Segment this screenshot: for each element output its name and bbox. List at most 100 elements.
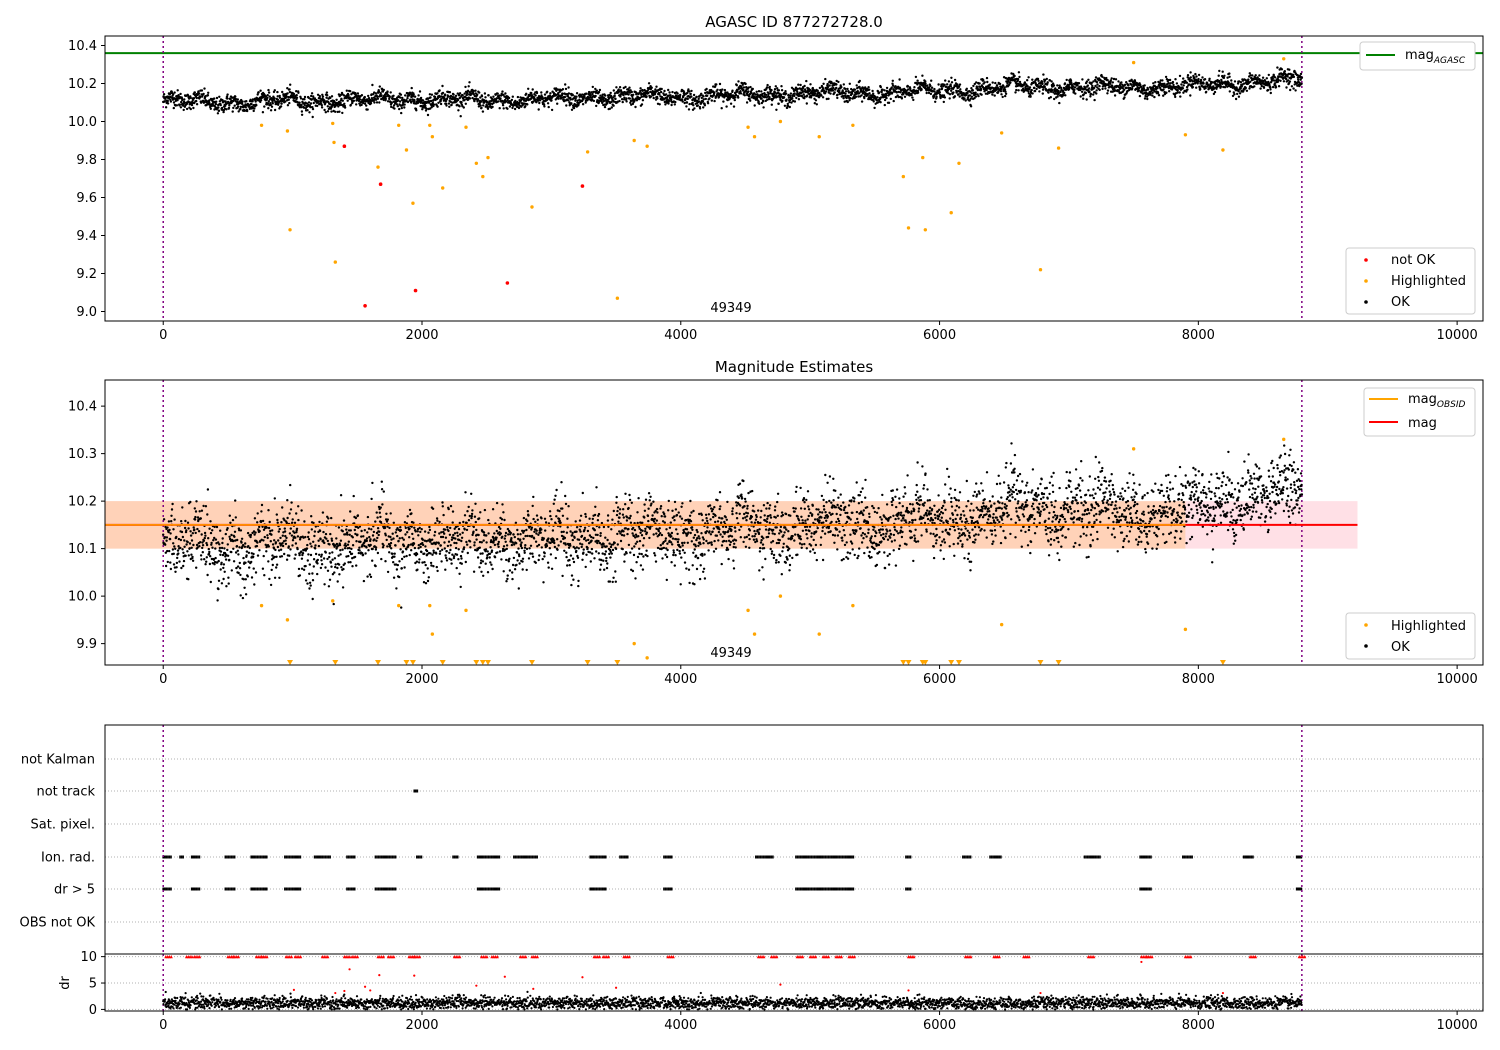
ok-point — [309, 106, 312, 109]
ok-point — [265, 526, 268, 529]
ok-point — [219, 103, 222, 107]
ok-point — [202, 92, 205, 96]
ok-point — [1091, 84, 1094, 88]
ok-point — [345, 528, 348, 531]
ok-point — [868, 92, 871, 95]
ok-point — [440, 97, 443, 101]
ok-point — [813, 102, 816, 105]
ok-point — [182, 103, 185, 107]
ok-point — [1006, 82, 1009, 85]
ok-point — [925, 91, 928, 95]
ok-point — [786, 102, 789, 106]
ok-point — [986, 80, 989, 84]
ok-point — [291, 518, 294, 521]
ok-point — [316, 558, 319, 562]
ok-point — [991, 81, 994, 84]
ok-point — [205, 556, 208, 559]
ok-point — [895, 91, 898, 94]
ok-point — [1167, 82, 1170, 85]
ok-point — [294, 536, 297, 539]
ok-point — [191, 559, 195, 562]
ok-point — [206, 573, 209, 577]
ok-point — [405, 548, 408, 551]
ok-point — [177, 94, 180, 97]
ok-point — [955, 91, 958, 94]
ok-point — [390, 101, 393, 105]
ok-point — [1226, 76, 1229, 79]
ok-point — [490, 99, 493, 103]
ok-point — [724, 91, 727, 94]
ok-point — [550, 99, 553, 102]
ok-point — [824, 77, 827, 81]
ok-point — [678, 95, 682, 99]
ok-point — [377, 533, 380, 537]
ok-point — [214, 102, 218, 106]
ok-point — [1054, 87, 1057, 90]
ok-point — [382, 88, 385, 92]
ok-point — [306, 535, 310, 539]
ok-point — [634, 105, 637, 109]
ok-point — [323, 541, 326, 545]
ok-point — [308, 587, 311, 590]
ok-point — [399, 96, 402, 99]
y-tick-label: 10.2 — [68, 77, 97, 92]
ok-point — [213, 563, 216, 566]
ok-point — [307, 538, 311, 541]
ok-point — [1123, 88, 1126, 92]
ok-point — [1073, 88, 1076, 92]
ok-point — [185, 529, 188, 532]
ok-point — [220, 106, 224, 110]
ok-point — [584, 101, 587, 104]
ok-point — [1239, 81, 1243, 84]
ok-point — [777, 102, 780, 106]
ok-point — [574, 99, 577, 102]
ok-point — [1182, 77, 1185, 80]
highlighted-point — [1282, 57, 1286, 61]
ok-point — [776, 87, 779, 90]
ok-point — [353, 528, 356, 532]
ok-point — [365, 537, 369, 540]
ok-point — [628, 97, 631, 100]
ok-point — [1162, 94, 1165, 97]
ok-point — [325, 91, 329, 94]
ok-point — [768, 96, 771, 99]
ok-point — [167, 520, 171, 523]
ok-point — [1073, 86, 1077, 89]
ok-point — [774, 85, 777, 88]
ok-point — [300, 110, 304, 113]
ok-point — [821, 96, 825, 99]
ok-point — [804, 90, 808, 94]
ok-point — [182, 559, 186, 563]
ok-point — [226, 97, 229, 100]
ok-point — [372, 530, 376, 534]
ok-point — [813, 97, 816, 101]
agasc-panel: AGASC ID 877272728.0 0 2000 4000 6000 8000 10… — [68, 13, 1484, 343]
ok-point — [1248, 72, 1252, 75]
ok-point — [779, 98, 782, 101]
ok-point — [1159, 79, 1162, 82]
ok-point — [874, 95, 877, 99]
ok-point — [220, 546, 224, 550]
ok-point — [787, 96, 791, 99]
ok-point — [1248, 87, 1251, 90]
ok-point — [203, 100, 206, 103]
ok-point — [326, 94, 329, 97]
ok-point — [274, 548, 277, 552]
highlighted-point — [333, 260, 338, 264]
ok-point — [170, 520, 173, 523]
ok-point — [1045, 77, 1049, 81]
ok-point — [179, 92, 182, 96]
ok-point — [1113, 87, 1116, 90]
highlighted-point — [404, 148, 409, 152]
ok-point — [232, 547, 235, 550]
ok-point — [770, 103, 773, 106]
ok-point — [374, 520, 377, 523]
ok-point — [417, 544, 420, 547]
ok-point — [1063, 82, 1067, 85]
ok-point — [322, 539, 325, 542]
ok-point — [558, 90, 561, 94]
ok-point — [436, 105, 439, 108]
ok-point — [582, 97, 585, 101]
ok-point — [166, 560, 169, 564]
ok-point — [1121, 87, 1125, 90]
